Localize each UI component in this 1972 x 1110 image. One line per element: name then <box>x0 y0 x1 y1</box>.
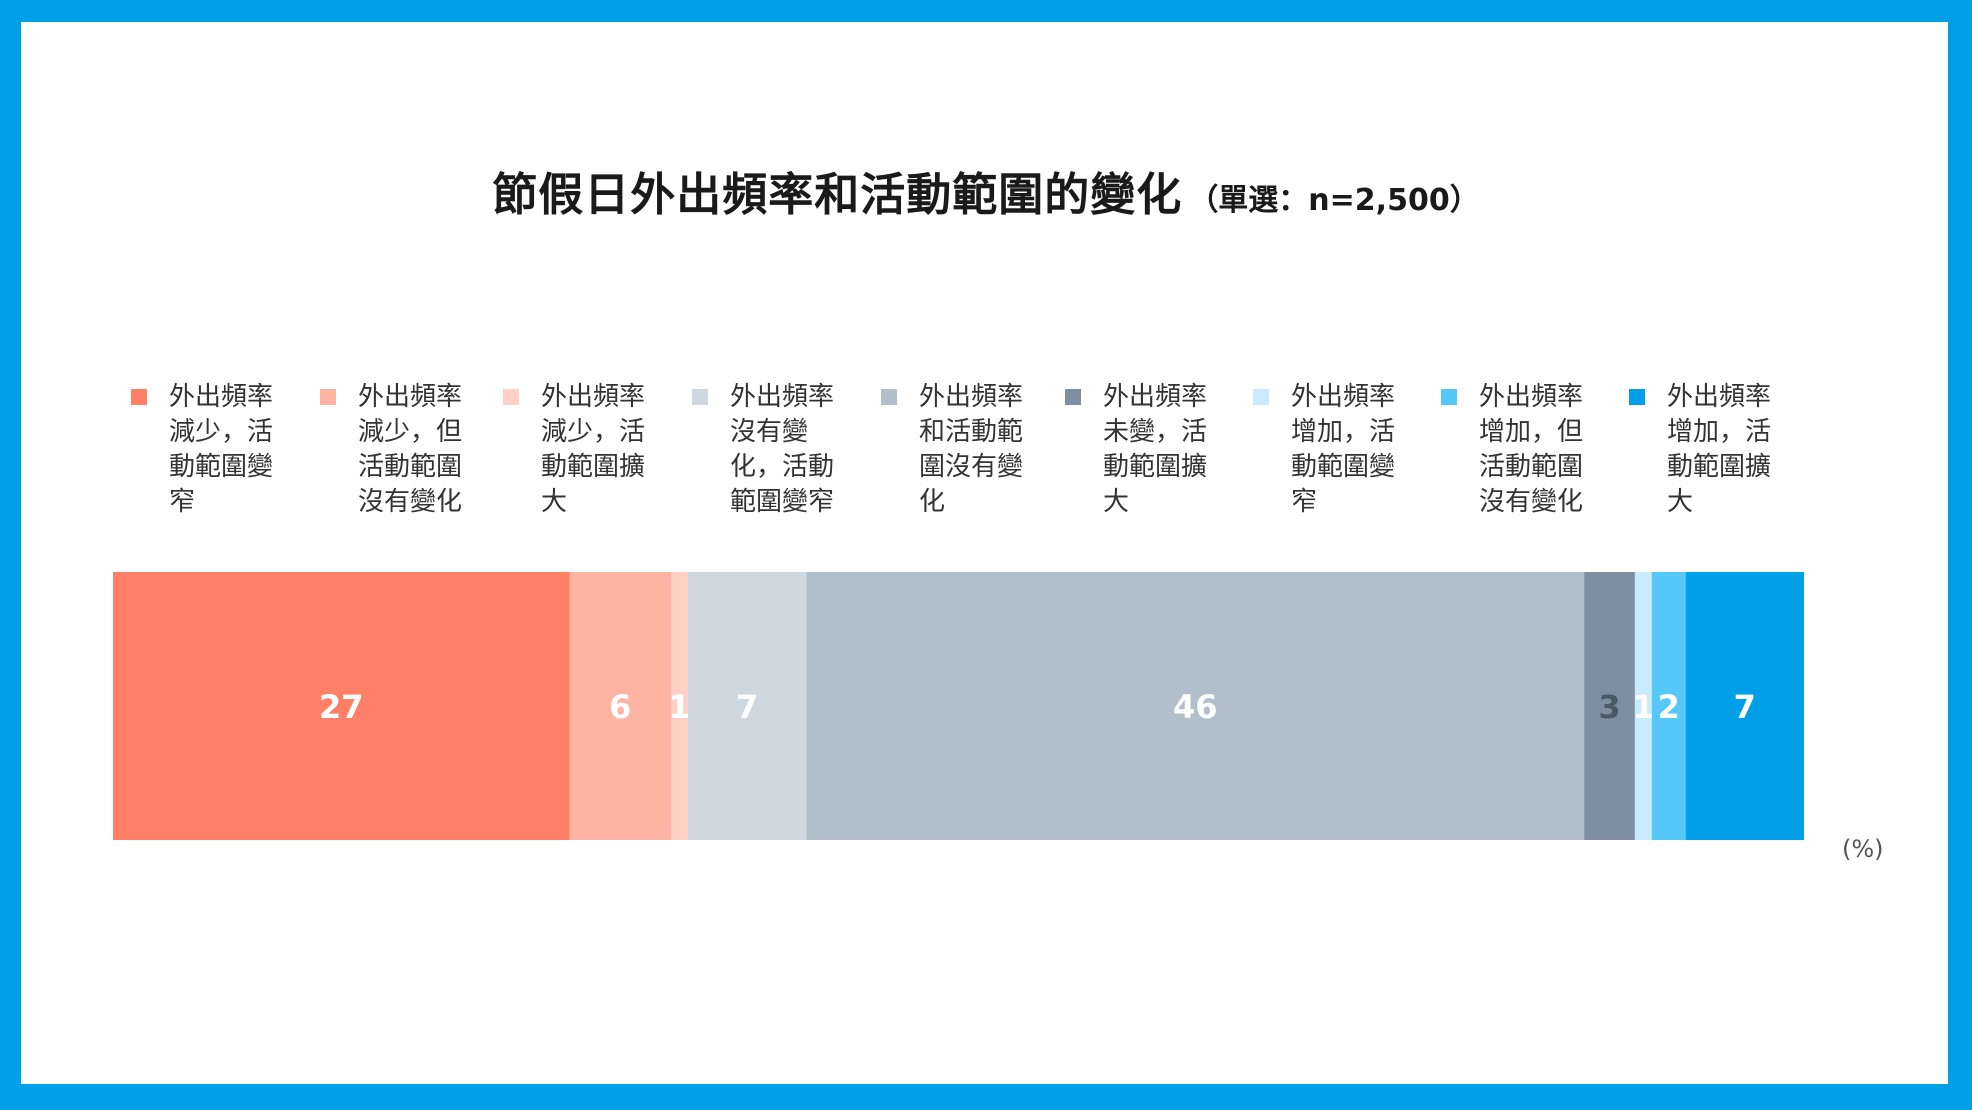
chart-title: 節假日外出頻率和活動範圍的變化 （單選：n=2,500） <box>0 158 1972 223</box>
bar-segment <box>1584 572 1635 840</box>
legend-swatch <box>503 389 519 405</box>
legend-swatch <box>1253 389 1269 405</box>
bar-segment <box>569 572 672 840</box>
bar-segment <box>671 572 688 840</box>
legend-label: 外出頻率減少，活動範圍擴大 <box>541 382 646 517</box>
data-label: 1 <box>668 688 690 726</box>
legend-label: 外出頻率沒有變化，活動範圍變窄 <box>730 382 835 517</box>
bar-segment <box>1634 572 1652 840</box>
data-label: 2 <box>1658 688 1680 726</box>
bar-segment <box>1651 572 1686 840</box>
data-label: 27 <box>319 688 364 726</box>
data-label: 7 <box>1734 688 1756 726</box>
chart-title-main: 節假日外出頻率和活動範圍的變化 <box>492 168 1183 221</box>
legend-swatch <box>320 389 336 405</box>
data-label: 1 <box>1632 688 1654 726</box>
legend-label: 外出頻率減少，活動範圍變窄 <box>169 382 274 517</box>
bar-segment <box>113 572 570 840</box>
legend-label: 外出頻率增加，活動範圍變窄 <box>1291 382 1396 517</box>
legend-swatch <box>692 389 708 405</box>
legend-label: 外出頻率增加，活動範圍擴大 <box>1667 382 1772 517</box>
legend-swatch <box>1441 389 1457 405</box>
unit-label: (%) <box>1842 835 1884 863</box>
data-label: 46 <box>1173 688 1218 726</box>
chart-title-sample-note: （單選：n=2,500） <box>1188 183 1480 218</box>
data-label: 3 <box>1598 688 1620 726</box>
legend-label: 外出頻率和活動範圍沒有變化 <box>919 382 1024 517</box>
legend-label: 外出頻率增加，但活動範圍沒有變化 <box>1479 382 1584 517</box>
bar-segment <box>687 572 807 840</box>
legend-label: 外出頻率未變，活動範圍擴大 <box>1103 382 1208 517</box>
bar-segment <box>1685 572 1804 840</box>
bar-segment <box>806 572 1585 840</box>
legend-swatch <box>1065 389 1081 405</box>
legend-swatch <box>1629 389 1645 405</box>
legend-label: 外出頻率減少，但活動範圍沒有變化 <box>358 382 463 517</box>
data-label: 7 <box>736 688 758 726</box>
data-label: 6 <box>609 688 631 726</box>
legend-swatch <box>131 389 147 405</box>
legend-swatch <box>881 389 897 405</box>
